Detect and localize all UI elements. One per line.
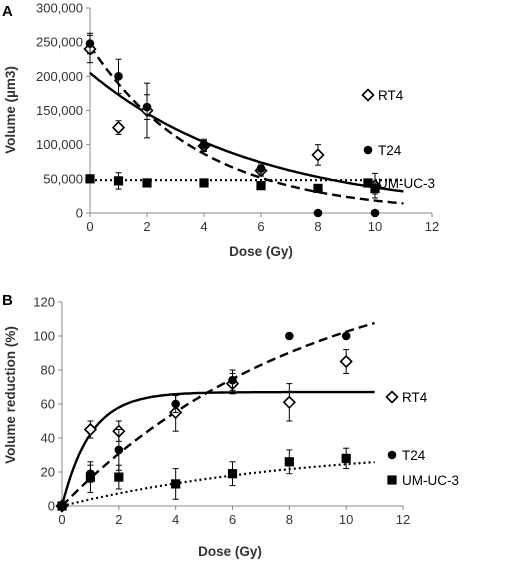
panel-b-label: B xyxy=(2,292,13,309)
panel-a-y-tick-label: 300,000 xyxy=(36,1,83,16)
panel-b-fit-line-t24 xyxy=(61,321,375,507)
panel-b-point-t24 xyxy=(341,331,351,341)
panel-b-x-tick-label: 6 xyxy=(229,512,236,527)
panel-a-y-tick-label: 250,000 xyxy=(36,35,83,50)
panel-a-label: A xyxy=(2,3,13,20)
panel-b-y-tick-label: 60 xyxy=(41,397,55,412)
panel-a-point-t24 xyxy=(370,208,380,218)
panel-a-point-t24 xyxy=(199,140,209,149)
panel-a-point-um-uc-3 xyxy=(142,178,152,188)
panel-a-legend-label-t24: T24 xyxy=(378,143,402,158)
panel-a-point-t24 xyxy=(313,208,323,218)
panel-b-x-axis-label: Dose (Gy) xyxy=(198,544,262,559)
panel-a-y-tick-label: 50,000 xyxy=(43,171,83,186)
panel-a-legend-marker-um-uc-3 xyxy=(363,178,373,188)
panel-b-point-um-uc-3 xyxy=(57,501,67,511)
panel-b-point-t24 xyxy=(114,445,124,455)
panel-a-point-um-uc-3 xyxy=(199,178,209,188)
panel-b-point-um-uc-3 xyxy=(227,469,238,479)
panel-a-x-tick-label: 2 xyxy=(143,219,150,234)
panel-a-legend-marker-t24 xyxy=(363,145,373,155)
panel-b-y-tick-label: 80 xyxy=(41,363,55,378)
panel-a-legend-marker-rt4 xyxy=(361,88,375,102)
panel-b-point-um-uc-3 xyxy=(341,453,351,463)
panel-b-fit-line-um-uc-3 xyxy=(61,461,375,508)
panel-a-y-tick-label: 200,000 xyxy=(36,69,83,84)
panel-b-point-rt4 xyxy=(83,422,98,437)
panel-b-point-um-uc-3 xyxy=(114,472,124,482)
panel-a-point-um-uc-3 xyxy=(85,174,95,184)
panel-b-point-um-uc-3 xyxy=(85,472,96,482)
panel-b-point-um-uc-3 xyxy=(284,457,294,467)
panel-b-y-tick-label: 40 xyxy=(41,431,55,446)
panel-a-point-rt4 xyxy=(111,120,126,135)
panel-b-point-t24 xyxy=(285,331,294,341)
panel-a-point-t24 xyxy=(256,164,266,173)
panel-b-x-tick-label: 4 xyxy=(172,512,179,527)
panel-a-legend-label-um-uc-3: UM-UC-3 xyxy=(378,176,435,191)
panel-b-fit-line-rt4 xyxy=(60,390,375,507)
panel-b-point-t24 xyxy=(228,375,237,385)
panel-a-y-axis-label: Volume (µm3) xyxy=(3,66,18,154)
panel-b-y-axis-label: Volume reduction (%) xyxy=(3,326,18,464)
panel-a-legend-label-rt4: RT4 xyxy=(378,88,404,103)
panel-a-x-tick-label: 12 xyxy=(425,219,439,234)
panel-b-legend-marker-rt4 xyxy=(385,390,399,404)
panel-b-legend-label-rt4: RT4 xyxy=(402,390,428,405)
panel-b-legend-label-um-uc-3: UM-UC-3 xyxy=(402,473,459,488)
panel-a-point-um-uc-3 xyxy=(313,183,323,193)
panel-a-point-t24 xyxy=(85,39,95,48)
panel-a-x-tick-label: 6 xyxy=(257,219,264,234)
panel-b-x-tick-label: 8 xyxy=(286,512,293,527)
panel-a-plot: 0 2 4 6 8 10 12 0 50,000 100,000 150,000 200,000 250… xyxy=(36,1,439,235)
panel-b-legend-marker-t24 xyxy=(387,450,397,460)
panel-a-fit-line-rt4 xyxy=(89,71,404,193)
panel-a-x-tick-label: 4 xyxy=(200,219,207,234)
panel-a-point-um-uc-3 xyxy=(256,181,266,191)
panel-a-x-tick-label: 8 xyxy=(314,219,321,234)
panel-b-point-um-uc-3 xyxy=(171,479,181,489)
panel-a-y-tick-label: 0 xyxy=(76,206,83,221)
panel-b-y-tick-label: 100 xyxy=(33,329,55,344)
panel-b-point-rt4 xyxy=(339,354,353,369)
panel-b-point-t24 xyxy=(171,399,180,409)
panel-b-y-tick-label: 0 xyxy=(48,499,55,514)
panel-a-y-tick-label: 100,000 xyxy=(36,137,83,152)
panel-b-x-tick-label: 12 xyxy=(396,512,410,527)
panel-b-legend-marker-um-uc-3 xyxy=(387,475,397,485)
panel-b-legend-label-t24: T24 xyxy=(402,448,426,463)
panel-a-y-tick-label: 150,000 xyxy=(36,103,83,118)
panel-b-y-tick-label: 120 xyxy=(33,295,55,310)
panel-a-point-t24 xyxy=(114,72,123,81)
panel-a-x-axis-label: Dose (Gy) xyxy=(229,244,293,259)
panel-b-y-tick-label: 20 xyxy=(41,465,55,480)
panel-a-x-tick-label: 10 xyxy=(368,219,382,234)
panel-a-x-tick-label: 0 xyxy=(86,219,93,234)
panel-a-point-t24 xyxy=(142,102,152,112)
panel-a-point-um-uc-3 xyxy=(370,183,380,193)
panel-b-point-rt4 xyxy=(282,395,296,409)
panel-a-fit-line-t24 xyxy=(88,44,404,205)
panel-a-point-um-uc-3 xyxy=(113,176,124,186)
panel-b-x-tick-label: 2 xyxy=(115,512,122,527)
panel-a-point-rt4 xyxy=(311,148,325,162)
panel-b-x-tick-label: 10 xyxy=(339,512,353,527)
panel-b-x-tick-label: 0 xyxy=(58,512,65,527)
